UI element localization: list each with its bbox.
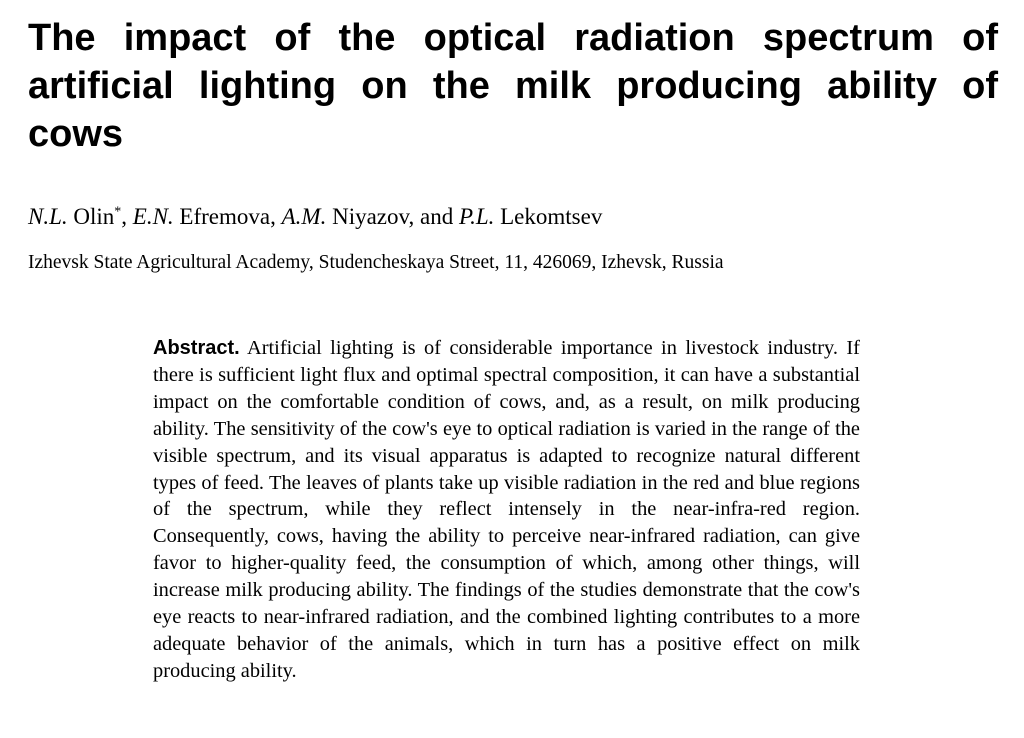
author-surname: Olin — [67, 204, 115, 229]
author-surname: Niyazov — [326, 204, 409, 229]
author-initials: E.N. — [132, 204, 174, 229]
author-list: N.L. Olin*, E.N. Efremova, A.M. Niyazov,… — [28, 202, 602, 232]
author-affiliation: Izhevsk State Agricultural Academy, Stud… — [28, 252, 724, 273]
author-separator: , and — [408, 204, 459, 229]
author-initials: N.L. — [28, 204, 68, 229]
corresponding-author-mark: * — [114, 204, 122, 220]
paper-title: The impact of the optical radiation spec… — [28, 17, 998, 155]
author-initials: A.M. — [281, 204, 327, 229]
abstract-label: Abstract. — [153, 337, 240, 359]
abstract-text: Artificial lighting is of considerable i… — [153, 337, 860, 682]
author-separator: , — [121, 204, 133, 229]
author-separator: , — [270, 204, 282, 229]
author-surname: Efremova — [173, 204, 271, 229]
abstract: Abstract. Artificial lighting is of cons… — [153, 335, 860, 685]
author-surname: Lekomtsev — [494, 204, 603, 229]
author-initials: P.L. — [458, 204, 495, 229]
